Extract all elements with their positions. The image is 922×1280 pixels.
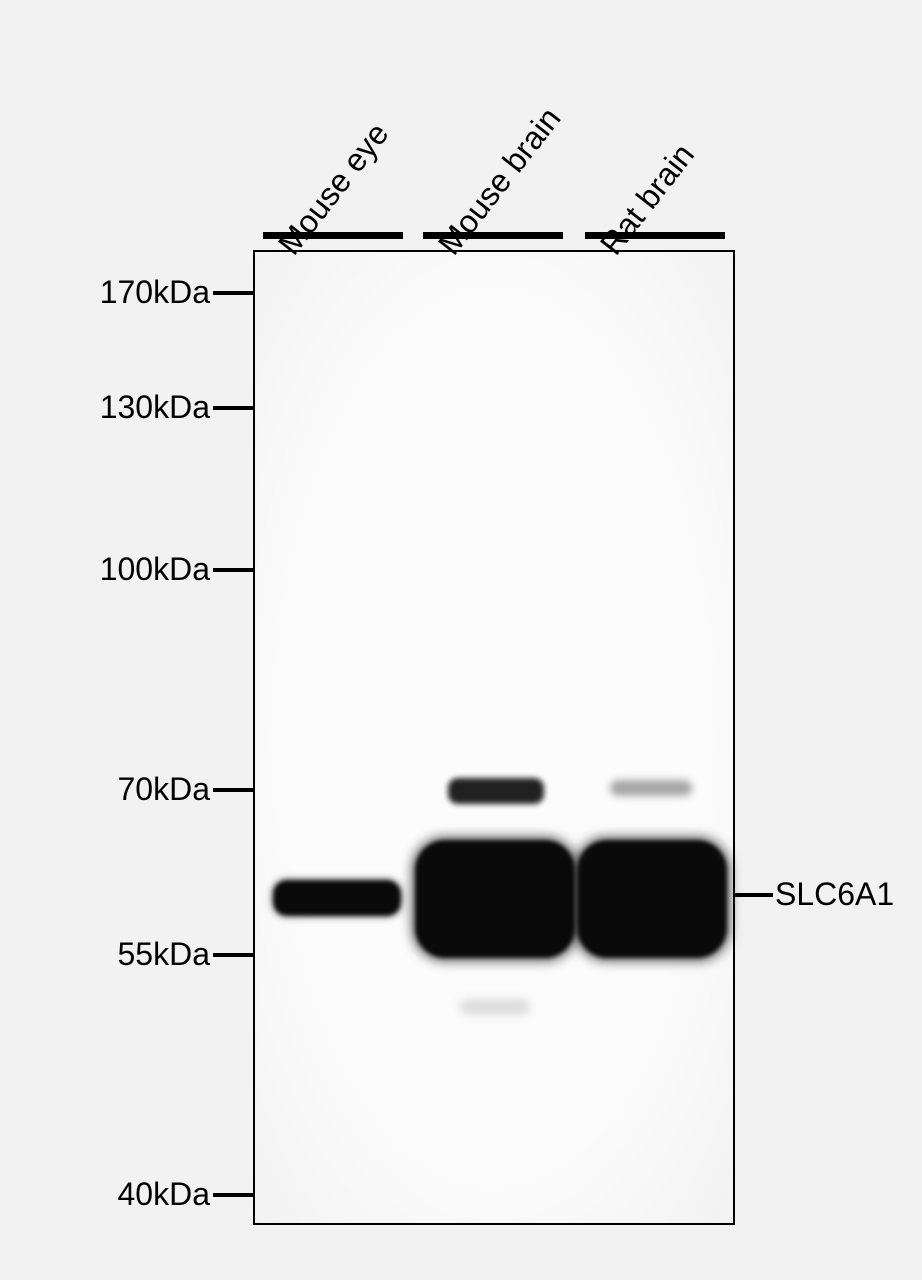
band [415,840,575,958]
mw-label: 100kDa [100,551,210,588]
mw-label: 70kDa [118,771,211,808]
target-label-text: SLC6A1 [775,876,894,912]
band [273,880,401,916]
blot-membrane [253,250,735,1225]
western-blot-figure: Mouse eyeMouse brainRat brain 170kDa130k… [0,0,922,1280]
band [577,840,727,958]
lane-underline [585,232,725,239]
band [610,780,692,796]
mw-label: 40kDa [118,1176,211,1213]
lane-label: Mouse eye [271,116,397,262]
mw-tick [213,953,253,957]
lane-underline [263,232,403,239]
target-label: SLC6A1 [775,876,894,913]
target-tick [735,893,773,897]
mw-label: 130kDa [100,389,210,426]
mw-label: 170kDa [100,274,210,311]
mw-tick [213,568,253,572]
mw-tick [213,788,253,792]
band [448,778,544,804]
mw-label: 55kDa [118,936,211,973]
mw-tick [213,291,253,295]
band [460,1000,530,1014]
mw-tick [213,406,253,410]
lane-label: Rat brain [593,137,702,262]
lane-underline [423,232,563,239]
mw-tick [213,1193,253,1197]
